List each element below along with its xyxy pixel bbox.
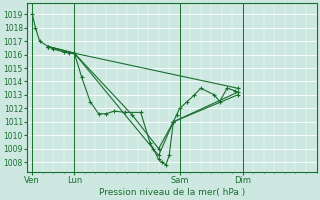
- X-axis label: Pression niveau de la mer( hPa ): Pression niveau de la mer( hPa ): [99, 188, 245, 197]
